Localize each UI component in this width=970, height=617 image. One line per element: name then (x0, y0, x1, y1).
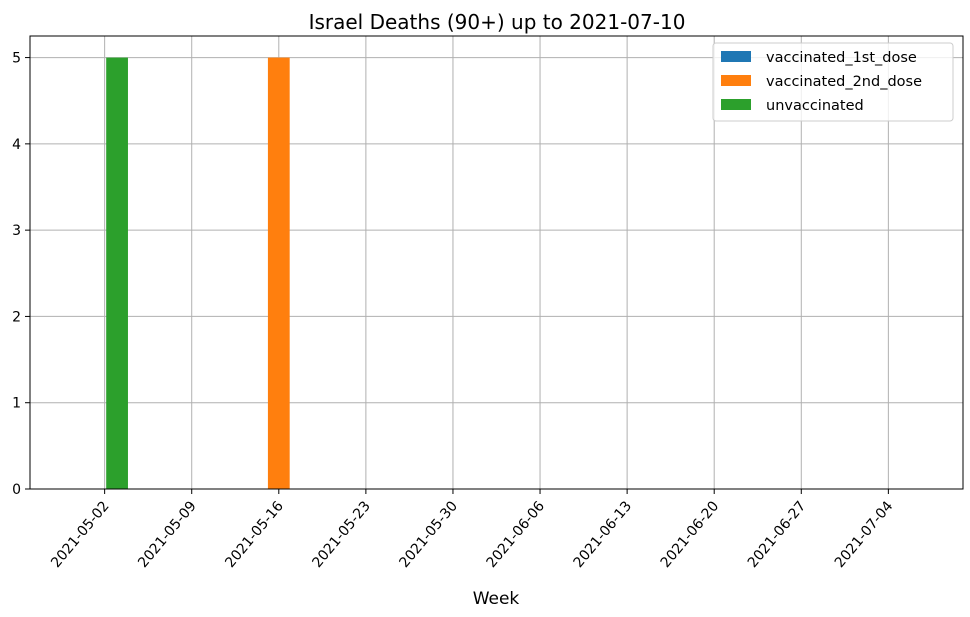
chart-title: Israel Deaths (90+) up to 2021-07-10 (309, 10, 686, 34)
x-tick-label: 2021-06-20 (658, 498, 723, 571)
x-tick-label: 2021-05-09 (135, 498, 200, 571)
y-tick-label: 3 (12, 223, 21, 239)
y-tick-label: 5 (12, 51, 21, 67)
x-tick-label: 2021-06-13 (571, 498, 636, 571)
legend-label: vaccinated_1st_dose (766, 50, 917, 66)
plot-frame (29, 35, 964, 490)
y-tick-label: 1 (12, 396, 21, 412)
bar-vaccinated_2nd_dose (267, 57, 290, 489)
x-tick-label: 2021-06-06 (484, 498, 549, 571)
x-tick-label: 2021-05-16 (222, 498, 287, 571)
legend-label: unvaccinated (766, 98, 864, 114)
y-tick-label: 0 (12, 482, 21, 498)
legend-swatch-vaccinated_1st_dose (721, 51, 751, 62)
y-tick-label: 4 (12, 137, 21, 153)
legend-box (712, 42, 954, 122)
legend-swatch-vaccinated_2nd_dose (721, 75, 751, 86)
x-axis-label: Week (473, 589, 520, 609)
bars (106, 57, 290, 489)
bar-unvaccinated (106, 57, 128, 489)
x-tick-label: 2021-06-27 (745, 498, 810, 571)
x-tick-label: 2021-05-02 (48, 498, 113, 571)
x-axis: 2021-05-02 2021-05-09 2021-05-16 2021-05-23… (48, 489, 896, 571)
x-tick-label: 2021-05-30 (396, 498, 461, 571)
grid (30, 36, 963, 490)
x-tick-label: 2021-07-04 (832, 498, 897, 571)
y-axis: 0 1 2 3 4 5 (12, 51, 30, 498)
x-tick-label: 2021-05-23 (309, 498, 374, 571)
legend: vaccinated_1st_dose vaccinated_2nd_doseun… (712, 42, 954, 122)
legend-label: vaccinated_2nd_dose (766, 74, 922, 90)
legend-swatch-unvaccinated (721, 99, 751, 110)
y-tick-label: 2 (12, 309, 21, 325)
